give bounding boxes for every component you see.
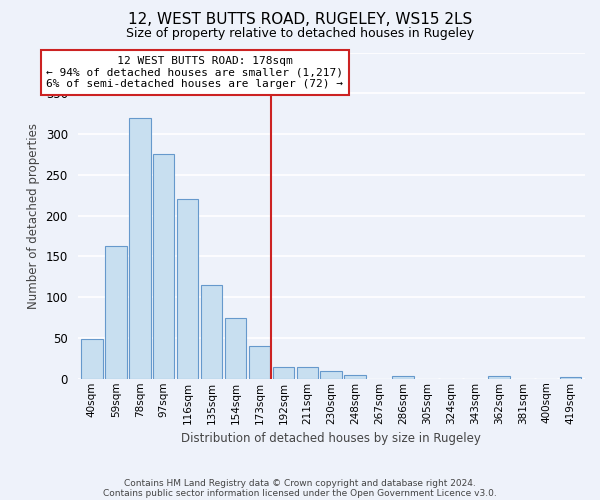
- Bar: [153, 154, 175, 379]
- Bar: [272, 366, 294, 379]
- Bar: [392, 376, 414, 379]
- Bar: [296, 366, 318, 379]
- Bar: [248, 346, 270, 379]
- Bar: [177, 200, 199, 379]
- Bar: [81, 339, 103, 379]
- Bar: [560, 377, 581, 379]
- Text: Contains public sector information licensed under the Open Government Licence v3: Contains public sector information licen…: [103, 488, 497, 498]
- Bar: [105, 246, 127, 379]
- Y-axis label: Number of detached properties: Number of detached properties: [27, 122, 40, 308]
- Text: Contains HM Land Registry data © Crown copyright and database right 2024.: Contains HM Land Registry data © Crown c…: [124, 478, 476, 488]
- Text: 12, WEST BUTTS ROAD, RUGELEY, WS15 2LS: 12, WEST BUTTS ROAD, RUGELEY, WS15 2LS: [128, 12, 472, 28]
- Bar: [488, 376, 509, 379]
- Bar: [320, 372, 342, 379]
- Bar: [225, 318, 246, 379]
- Bar: [344, 374, 366, 379]
- Text: 12 WEST BUTTS ROAD: 178sqm
← 94% of detached houses are smaller (1,217)
6% of se: 12 WEST BUTTS ROAD: 178sqm ← 94% of deta…: [46, 56, 343, 89]
- Bar: [129, 118, 151, 379]
- Bar: [201, 285, 223, 379]
- X-axis label: Distribution of detached houses by size in Rugeley: Distribution of detached houses by size …: [181, 432, 481, 445]
- Text: Size of property relative to detached houses in Rugeley: Size of property relative to detached ho…: [126, 28, 474, 40]
